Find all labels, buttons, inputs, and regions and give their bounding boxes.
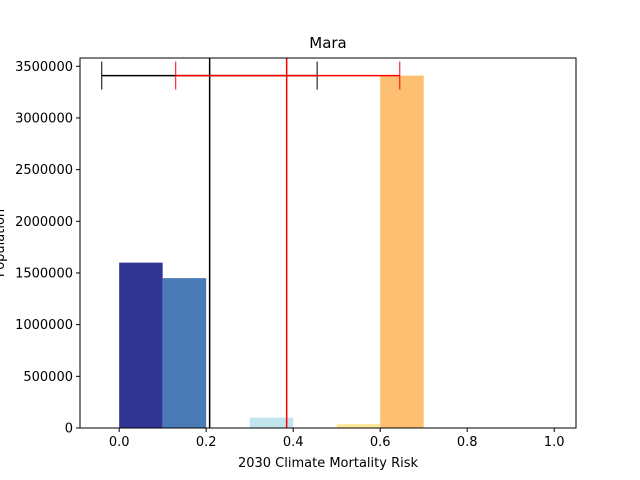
x-tick-label-5: 1.0 — [544, 435, 565, 450]
bar-1 — [162, 278, 207, 428]
y-tick-label-3: 1500000 — [15, 266, 73, 281]
y-tick-label-5: 2500000 — [15, 163, 73, 178]
bars-group — [119, 75, 424, 429]
x-tick-label-0: 0.0 — [109, 435, 130, 450]
x-axis-label: 2030 Climate Mortality Risk — [238, 456, 419, 471]
bar-5 — [336, 423, 381, 428]
y-tick-label-0: 0 — [65, 422, 73, 437]
bar-0 — [119, 262, 163, 428]
y-axis-label: Population — [0, 209, 8, 277]
y-tick-label-1: 500000 — [23, 370, 73, 385]
x-tick-label-2: 0.4 — [283, 435, 304, 450]
y-tick-label-7: 3500000 — [15, 60, 73, 75]
plot-frame — [79, 57, 577, 429]
x-tick-label-4: 0.8 — [457, 435, 478, 450]
x-axis: 0.0 0.2 0.4 0.6 0.8 1.0 — [109, 428, 565, 450]
y-tick-label-4: 2000000 — [15, 215, 73, 230]
bar-6 — [380, 75, 424, 429]
reference-lines-group — [101, 58, 401, 428]
x-tick-label-3: 0.6 — [370, 435, 391, 450]
y-axis: 0 500000 1000000 1500000 2000000 2500000 30000… — [15, 60, 80, 437]
bar-3 — [249, 417, 294, 428]
y-tick-label-6: 3000000 — [15, 111, 73, 126]
y-tick-label-2: 1000000 — [15, 318, 73, 333]
x-tick-label-1: 0.2 — [196, 435, 217, 450]
chart-title: Mara — [309, 34, 347, 52]
